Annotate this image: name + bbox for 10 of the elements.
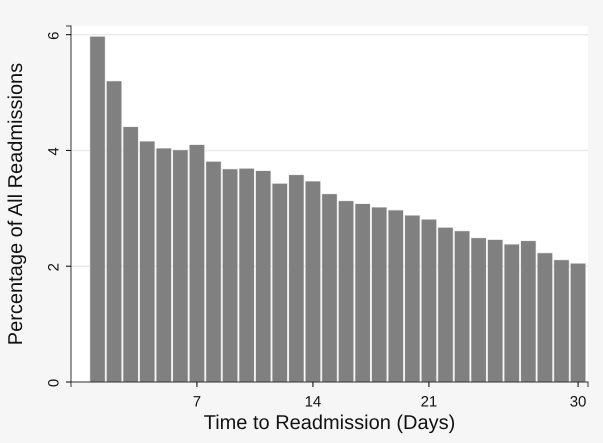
y-tick-label: 0	[46, 378, 62, 388]
y-tick-label: 4	[46, 147, 62, 156]
x-tick-label: 30	[570, 394, 586, 410]
x-tick-label: 14	[304, 394, 322, 410]
x-axis-title: Time to Readmission (Days)	[204, 412, 456, 434]
y-tick-label: 2	[46, 263, 62, 272]
y-tick-label: 6	[46, 32, 62, 40]
y-axis-title: Percentage of All Readmissions	[5, 62, 27, 346]
x-tick-label: 21	[420, 394, 438, 410]
x-tick-label: 7	[192, 394, 202, 410]
